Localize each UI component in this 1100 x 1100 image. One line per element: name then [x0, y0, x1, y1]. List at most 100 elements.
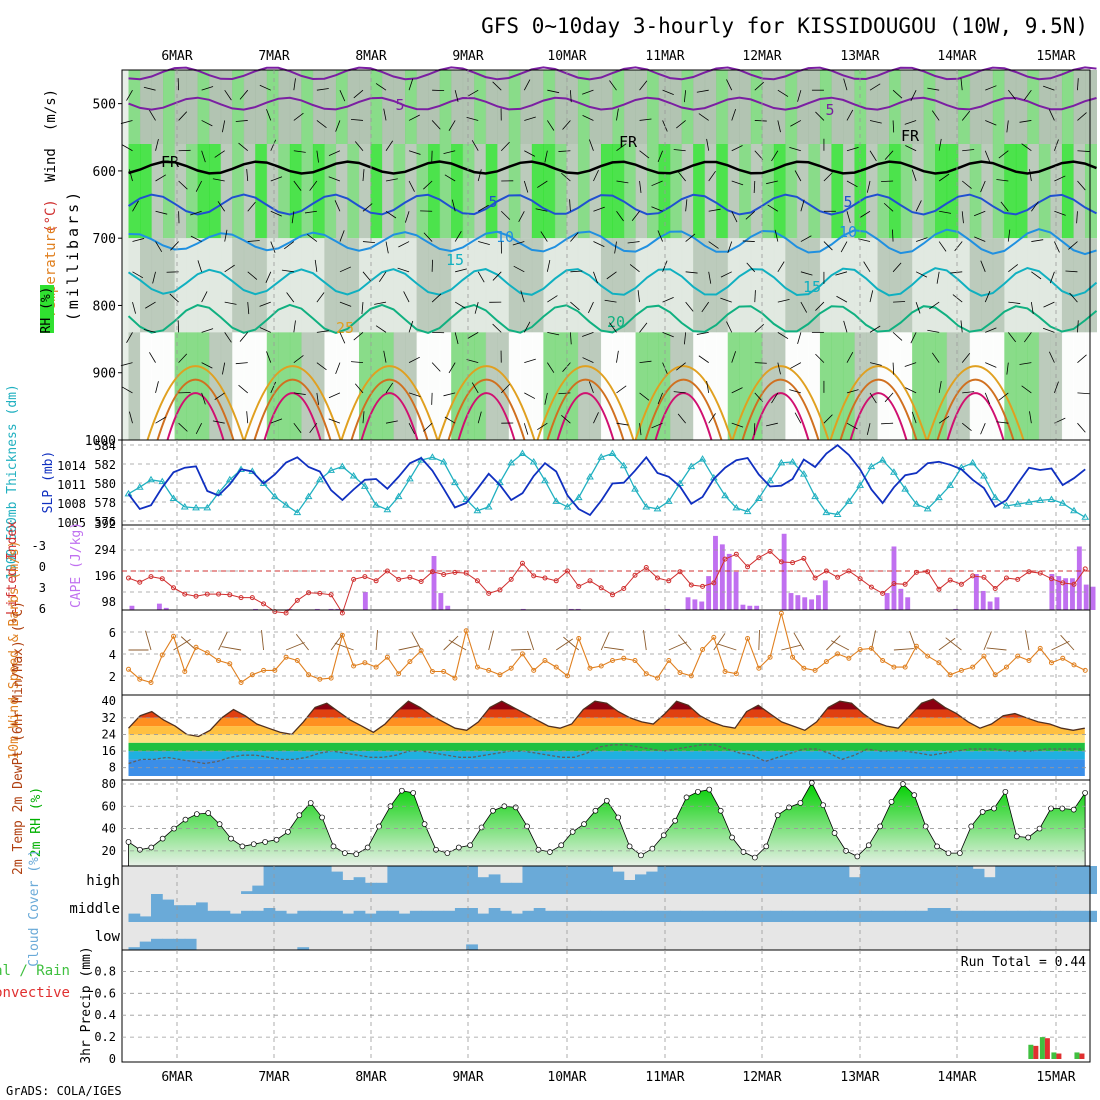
rh-shading-cell	[935, 238, 948, 333]
lifted-index-point	[992, 586, 998, 591]
wind-barb	[883, 202, 894, 212]
wind-speed-point	[519, 651, 525, 657]
wind-barb	[129, 411, 133, 424]
wind-barb	[350, 361, 364, 364]
wind-barb	[911, 411, 917, 424]
wind-barb	[840, 241, 848, 253]
li-tick-label: 6	[39, 602, 46, 616]
rh-shading-cell	[186, 238, 199, 333]
cloud-cell	[308, 866, 321, 894]
rh-point	[934, 843, 940, 850]
thickness-tick-label: 578	[94, 496, 116, 510]
cape-bar	[706, 576, 712, 610]
rh-point	[592, 807, 599, 814]
rh-point	[524, 823, 530, 830]
cloud-cell	[398, 913, 411, 922]
wind-barb	[794, 170, 802, 182]
rh-shading-cell	[889, 332, 902, 440]
cape-bar	[362, 592, 368, 610]
warm-contour	[447, 378, 526, 441]
wind-speed-point	[1037, 645, 1043, 651]
wind-barb-10m	[180, 636, 197, 651]
lifted-index-point	[441, 572, 447, 577]
wind-barb	[961, 180, 972, 189]
rh-shading-cell	[382, 332, 395, 440]
wind-barb	[520, 290, 525, 303]
wind-barb	[375, 325, 387, 333]
wind-speed-point	[159, 652, 165, 658]
cloud-cell	[1040, 866, 1052, 894]
lifted-index-point	[542, 575, 548, 581]
wind-speed-point	[317, 676, 323, 682]
wind-speed-point	[655, 675, 661, 681]
wind-barb	[1021, 385, 1032, 394]
wind-speed-point	[373, 664, 379, 670]
wind-speed-point	[171, 633, 177, 639]
wind-barb	[1077, 422, 1086, 433]
wind-barb	[214, 392, 225, 400]
wind-barb	[954, 241, 963, 252]
wind-barb	[1077, 392, 1090, 395]
wind-barb	[270, 210, 282, 217]
wind-barb	[1065, 270, 1078, 273]
cloud-cell	[466, 908, 478, 922]
wind-barb	[547, 362, 555, 373]
wind-barb	[731, 211, 738, 223]
rh-shading-cell	[854, 144, 867, 239]
lifted-index-point	[328, 592, 334, 598]
lifted-index-point	[1003, 575, 1009, 581]
cloud-cell	[331, 910, 343, 922]
series-line-temperature	[128, 698, 1085, 738]
cloud-cell	[499, 910, 512, 922]
wind-barb	[731, 422, 744, 428]
thickness-point	[890, 468, 898, 475]
rh-shading-cell	[739, 238, 752, 333]
wind-speed-point	[823, 659, 829, 665]
wind-barb	[544, 392, 548, 405]
wind-speed-point	[148, 680, 154, 685]
wind-barb	[1021, 143, 1032, 152]
warm-contour	[546, 378, 625, 441]
rh-shading-cell	[912, 332, 925, 440]
cape-bar	[726, 553, 732, 610]
cloud-cell	[589, 910, 602, 922]
wind-barb	[1029, 411, 1032, 424]
rh-shading-cell	[428, 238, 441, 333]
cloud-cell	[499, 882, 512, 894]
wind-barb-10m	[643, 630, 647, 651]
wind-barb	[904, 362, 917, 367]
wind-barb	[936, 271, 940, 284]
temp-band	[128, 759, 1085, 776]
wind-barb	[884, 150, 894, 160]
cape-bar	[699, 601, 705, 610]
rh-shading-cell	[197, 238, 210, 333]
date-label-top: 15MAR	[1036, 49, 1075, 64]
rh-shading-cell	[520, 144, 533, 239]
wind-barb	[892, 362, 895, 375]
rh-shading-cell	[278, 238, 291, 333]
wind-barb	[627, 241, 640, 244]
wind-barb	[846, 211, 851, 223]
wind-barb	[869, 392, 877, 404]
rh-point	[786, 804, 792, 811]
rh-shading-cell	[197, 70, 210, 144]
wind-barb	[293, 392, 306, 395]
rh-point	[273, 836, 280, 843]
wind-barb	[222, 362, 226, 375]
wind-barb	[835, 271, 848, 276]
cloud-cell	[905, 910, 917, 922]
li-tick-label: -3	[32, 539, 46, 553]
warm-contour	[644, 378, 723, 441]
wind-barb	[431, 120, 441, 130]
rh-shading-cell	[612, 238, 625, 333]
thickness-point	[1013, 500, 1022, 507]
wind-barb	[639, 360, 652, 364]
lifted-index-point	[632, 572, 638, 578]
thickness-point	[124, 489, 133, 497]
wind-barb	[1008, 301, 1021, 304]
wind-speed-point	[722, 669, 728, 674]
wind-barb	[915, 200, 922, 212]
thickness-point	[833, 510, 842, 517]
rh-shading-cell	[935, 144, 948, 239]
rh-shading-cell	[151, 144, 164, 239]
